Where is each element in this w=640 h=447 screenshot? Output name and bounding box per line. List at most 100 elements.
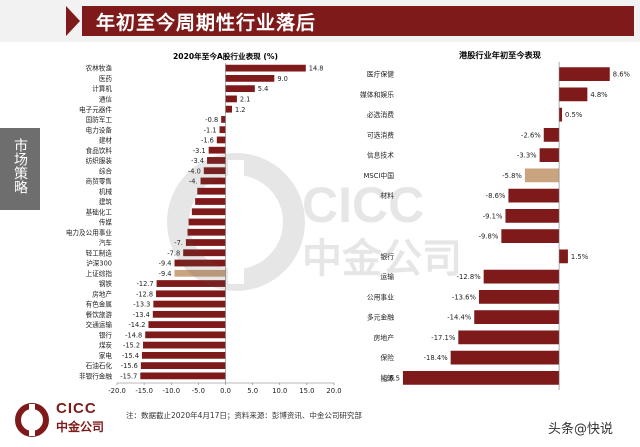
bar bbox=[225, 75, 275, 82]
bar bbox=[219, 126, 226, 134]
bar bbox=[187, 228, 226, 236]
bar bbox=[145, 331, 226, 339]
category-label: 非银行金融 bbox=[79, 371, 112, 380]
bar bbox=[505, 208, 560, 223]
category-label: 电子元器件 bbox=[79, 105, 112, 114]
bar bbox=[216, 136, 226, 144]
page-title: 年初至今周期性行业落后 bbox=[96, 12, 317, 34]
data-label: -5.8% bbox=[502, 172, 522, 180]
data-label: 1.5% bbox=[571, 253, 589, 261]
category-label: 汽车 bbox=[99, 238, 113, 247]
data-label: 1.2 bbox=[235, 106, 246, 114]
x-tick-label: 0.0 bbox=[220, 387, 231, 395]
data-label: 9.0 bbox=[277, 75, 288, 83]
bar bbox=[195, 198, 226, 205]
data-label: -9.8% bbox=[479, 233, 499, 241]
category-label: 房地产 bbox=[374, 333, 395, 342]
header-bar bbox=[82, 6, 634, 36]
category-label: 有色金属 bbox=[86, 300, 112, 309]
data-label: -9.4 bbox=[159, 270, 172, 278]
bar bbox=[174, 269, 226, 277]
bar bbox=[148, 321, 226, 328]
category-label: 建筑 bbox=[99, 197, 113, 206]
category-label: 信息技术 bbox=[367, 151, 394, 160]
category-label: 煤炭 bbox=[99, 341, 113, 350]
bar bbox=[207, 157, 226, 164]
bar bbox=[478, 289, 560, 304]
category-label: 国防军工 bbox=[86, 115, 113, 124]
bar bbox=[141, 351, 226, 359]
data-label: -15.6 bbox=[121, 362, 138, 370]
bar bbox=[221, 116, 226, 123]
bar bbox=[508, 188, 560, 203]
bar bbox=[402, 370, 560, 385]
data-label: -2.6% bbox=[521, 131, 541, 139]
data-label: -9.1% bbox=[483, 212, 503, 220]
category-label: 电力设备 bbox=[86, 125, 113, 134]
side-tab-label: 市场策略 bbox=[12, 138, 28, 194]
bar bbox=[559, 107, 563, 122]
bar bbox=[140, 362, 226, 369]
bar bbox=[524, 168, 560, 183]
bar bbox=[183, 249, 226, 257]
x-tick-label: 15.0 bbox=[299, 387, 314, 395]
category-label: 机械 bbox=[99, 187, 113, 196]
x-tick-label: 5.0 bbox=[247, 387, 258, 395]
data-label: -9.4 bbox=[159, 260, 172, 268]
category-label: 必选消费 bbox=[367, 110, 394, 119]
category-label: 材料 bbox=[380, 191, 394, 200]
category-label: 纺织服装 bbox=[86, 156, 113, 165]
bar bbox=[458, 330, 560, 345]
category-label: 运输 bbox=[380, 272, 394, 281]
x-tick-label: -5.0 bbox=[192, 387, 205, 395]
category-label: 餐饮旅游 bbox=[86, 310, 113, 319]
bar bbox=[225, 105, 233, 113]
bar bbox=[156, 280, 226, 287]
category-label: 保险 bbox=[380, 353, 394, 362]
category-label: 银行 bbox=[380, 252, 394, 261]
bar bbox=[143, 341, 226, 349]
bar bbox=[225, 85, 255, 93]
category-label: MSCI中国 bbox=[363, 171, 394, 180]
bar bbox=[208, 146, 226, 154]
category-label: 轻工制造 bbox=[86, 248, 113, 257]
data-label: -12.8% bbox=[457, 273, 482, 281]
category-label: 建材 bbox=[99, 136, 113, 145]
category-label: 商贸零售 bbox=[86, 177, 112, 186]
bar bbox=[501, 229, 560, 244]
data-label: -13.3 bbox=[133, 301, 150, 309]
category-label: 农林牧渔 bbox=[86, 64, 113, 73]
category-label: 多元金融 bbox=[367, 313, 394, 322]
category-label: 电力及公用事业 bbox=[66, 228, 113, 237]
bar bbox=[203, 167, 226, 175]
category-label: 医疗保健 bbox=[367, 70, 394, 79]
credit-text: 头条@快说 bbox=[548, 422, 614, 437]
bar bbox=[225, 64, 306, 72]
data-label: -1.6 bbox=[201, 137, 214, 145]
data-label: -4. bbox=[189, 178, 198, 186]
bar bbox=[152, 310, 226, 318]
data-label: -18.4% bbox=[424, 354, 449, 362]
category-label: 交通运输 bbox=[86, 320, 113, 329]
data-label: 5.4 bbox=[258, 85, 269, 93]
header-arrow-icon bbox=[66, 6, 80, 36]
data-label: -26.5 bbox=[382, 374, 400, 382]
data-label: -15.2 bbox=[123, 342, 140, 350]
data-label: -17.1% bbox=[431, 334, 456, 342]
category-label: 家电 bbox=[99, 351, 113, 360]
bar bbox=[559, 67, 610, 82]
bar bbox=[200, 177, 226, 185]
a-share-chart: 2020年至今A股行业表现 (%) 农林牧渔 14.8 医药 9.0 计算机 5.4 通信 2.… bbox=[66, 51, 342, 395]
x-tick-label: -15.0 bbox=[135, 387, 153, 395]
category-label: 房地产 bbox=[92, 289, 112, 298]
data-label: -3.1 bbox=[193, 147, 206, 155]
category-label: 医药 bbox=[99, 74, 113, 83]
data-label: 0.5% bbox=[565, 111, 583, 119]
bar bbox=[174, 259, 226, 267]
data-label: 2.1 bbox=[240, 96, 251, 104]
bar bbox=[197, 187, 226, 195]
x-tick-label: 10.0 bbox=[272, 387, 287, 395]
category-label: 石油石化 bbox=[86, 361, 113, 370]
